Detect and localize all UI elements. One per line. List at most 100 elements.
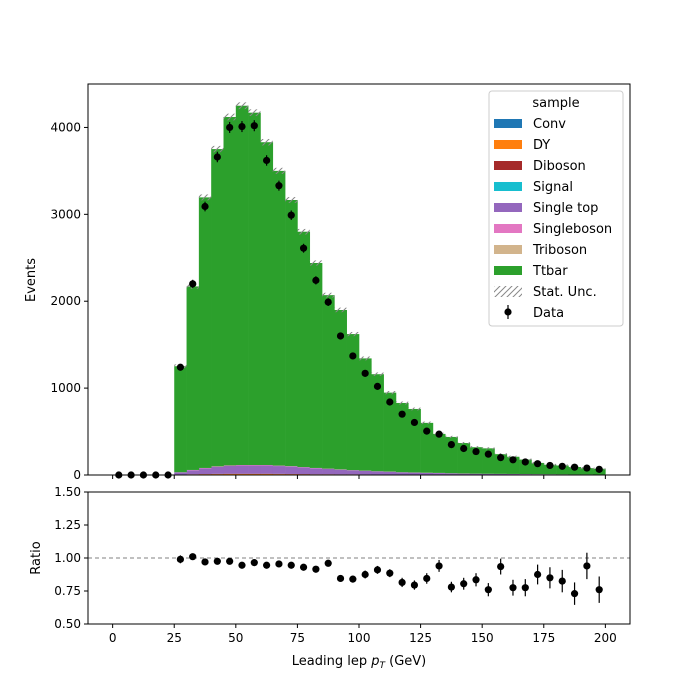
x-axis-label-suffix: (GeV): [385, 654, 426, 669]
data-point: [546, 461, 554, 470]
stat-unc-bin-14: [285, 197, 298, 203]
bar-ttbar-bin-18: [334, 310, 347, 470]
legend-label: Signal: [533, 180, 573, 195]
ratio-y-tick-label: 1.00: [54, 551, 81, 565]
ratio-point: [263, 561, 271, 569]
main-y-tick-label: 3000: [50, 207, 81, 221]
data-point: [312, 276, 320, 284]
bar-ttbar-bin-6: [186, 286, 200, 470]
bar-ttbar-bin-26: [432, 433, 446, 473]
bar-single-top-bin-33: [519, 474, 532, 475]
bar-dy-bin-9: [223, 474, 237, 475]
bar-singleboson-bin-8: [211, 466, 224, 467]
x-axis-label-subscript: T: [379, 661, 386, 671]
bar-single-top-bin-13: [272, 466, 286, 474]
data-point: [324, 298, 332, 306]
main-y-tick-label: 1000: [50, 381, 81, 395]
data-point: [423, 427, 431, 435]
data-point: [299, 244, 308, 252]
x-tick-label: 25: [167, 631, 182, 645]
bar-single-top-bin-27: [445, 473, 458, 475]
legend-label: Data: [533, 306, 564, 321]
bar-dy-bin-8: [211, 474, 224, 475]
legend-entry-signal: Signal: [494, 180, 573, 195]
data-point: [410, 418, 419, 427]
legend-swatch-ttbar: [494, 266, 522, 275]
ratio-x-axis-label: Leading lep pT (GeV): [292, 654, 426, 671]
ratio-point: [447, 583, 455, 591]
ratio-point: [361, 570, 369, 579]
ratio-point: [509, 584, 517, 592]
bar-single-top-bin-31: [494, 473, 508, 475]
bar-single-top-bin-28: [457, 473, 471, 475]
legend-label: Conv: [533, 117, 566, 132]
bar-single-top-bin-29: [469, 473, 483, 475]
legend-hatch-swatch: [494, 286, 522, 297]
legend-swatch-single-top: [494, 203, 522, 212]
stat-unc-bin-19: [346, 331, 359, 337]
legend-label: Stat. Unc.: [533, 285, 597, 300]
data-point: [570, 463, 579, 471]
ratio-point: [423, 574, 431, 583]
data-point: [484, 450, 492, 458]
ratio-point: [312, 565, 320, 573]
legend-entry-diboson: Diboson: [494, 159, 586, 174]
x-tick-label: 150: [471, 631, 494, 645]
main-plot-area: [115, 102, 606, 479]
bar-ttbar-bin-16: [309, 262, 323, 468]
bar-ttbar-bin-20: [359, 358, 372, 471]
bar-ttbar-bin-12: [260, 142, 274, 466]
x-axis-label-prefix: Leading lep: [292, 654, 371, 669]
stat-unc-bin-12: [260, 138, 273, 146]
bar-single-top-bin-26: [432, 473, 446, 475]
bar-single-top-bin-30: [482, 473, 495, 475]
data-point: [435, 430, 443, 438]
ratio-point: [595, 586, 603, 594]
stat-unc-bin-15: [297, 228, 310, 235]
bar-ttbar-bin-17: [322, 295, 335, 469]
stat-unc-bin-20: [359, 356, 372, 361]
stat-unc-bin-25: [420, 421, 433, 425]
bar-ttbar-bin-35: [543, 464, 557, 475]
bar-ttbar-bin-15: [297, 231, 311, 468]
data-point: [521, 458, 529, 466]
stat-unc-bin-30: [482, 447, 495, 450]
ratio-point: [484, 586, 492, 594]
legend-entry-singleboson: Singleboson: [494, 222, 612, 237]
bar-ttbar-bin-22: [383, 392, 397, 472]
ratio-point: [386, 569, 394, 577]
main-x-axis: [112, 475, 606, 479]
main-y-tick-label: 4000: [50, 120, 81, 134]
stat-unc-bin-18: [334, 307, 347, 313]
ratio-point: [373, 566, 382, 574]
ratio-point: [226, 557, 234, 565]
data-point: [287, 211, 295, 219]
bar-single-top-bin-19: [346, 470, 360, 475]
bar-single-top-bin-12: [260, 465, 274, 474]
stat-unc-bin-7: [198, 194, 212, 201]
stat-unc-bin-24: [408, 407, 421, 411]
bar-ttbar-bin-14: [285, 200, 298, 467]
ratio-panel: 0.50 0.75 1.00 1.25 1.50 0 25 50 75 100 125 150 175…: [29, 485, 631, 671]
legend: sample Conv DY Diboson Signal Single top Sing…: [488, 90, 624, 327]
data-point: [497, 454, 505, 462]
legend-entry-stat-unc: Stat. Unc.: [494, 285, 597, 300]
x-tick-label: 100: [348, 631, 371, 645]
x-tick-label: 0: [109, 631, 117, 645]
bar-ttbar-bin-10: [235, 105, 249, 466]
ratio-point: [238, 561, 246, 569]
bar-ttbar-bin-8: [211, 149, 224, 467]
legend-label: DY: [533, 138, 550, 153]
bar-single-top-bin-24: [408, 472, 421, 475]
ratio-point: [287, 561, 295, 569]
ratio-point: [275, 560, 283, 568]
bar-single-top-bin-14: [285, 466, 298, 474]
data-point: [472, 447, 480, 456]
ratio-point: [497, 562, 505, 571]
data-point: [263, 156, 271, 165]
legend-swatch-signal: [494, 182, 522, 191]
legend-swatch-triboson: [494, 245, 522, 254]
ratio-y-tick-label: 1.25: [54, 518, 81, 532]
stat-unc-bin-27: [445, 435, 458, 439]
